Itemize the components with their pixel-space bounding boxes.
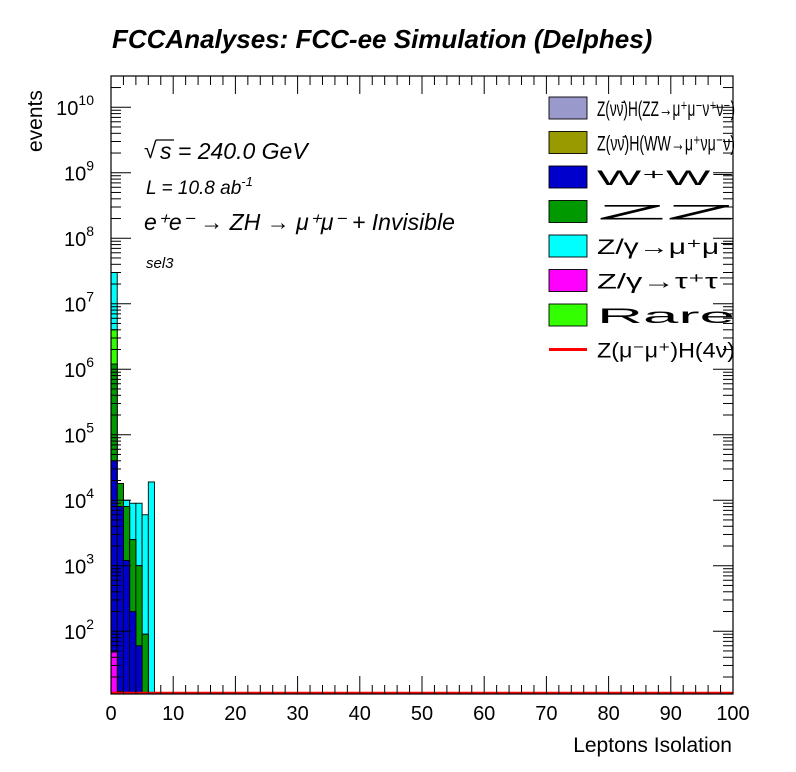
x-tick-label: 100 (716, 703, 749, 725)
y-tick-label: 1010 (56, 92, 94, 120)
bar-green-bin-5 (141, 633, 149, 695)
legend-label-rare: Rare (597, 305, 735, 328)
y-tick-base: 10 (64, 491, 86, 513)
legend-swatch-rare (548, 303, 588, 327)
legend-swatch-zh_zz (548, 96, 588, 120)
legend-swatch-ztautau (548, 269, 588, 292)
x-tick-label: 70 (535, 703, 557, 725)
y-tick-base: 10 (64, 295, 86, 317)
y-axis-label: events (24, 90, 47, 152)
y-tick-label: 105 (64, 420, 94, 448)
luminosity-label: L = 10.8 ab-1 (146, 174, 253, 199)
annotations: √ s = 240.0 GeV L = 10.8 ab-1 e⁺e⁻ → ZH … (144, 137, 455, 272)
x-tick-label: 50 (411, 703, 433, 725)
y-tick-label: 103 (64, 551, 94, 579)
y-tick-exponent: 5 (86, 420, 94, 436)
plot-frame (110, 75, 734, 695)
y-tick-exponent: 2 (86, 616, 94, 632)
y-tick-exponent: 7 (86, 289, 94, 305)
legend-swatch-zz (548, 200, 588, 223)
luminosity-unit-exponent: -1 (241, 174, 253, 189)
legend-label-zz: ZZ (597, 202, 736, 225)
y-tick-base: 10 (64, 426, 86, 448)
legend-label-ztautau: Z/γ→τ⁺τ⁻ (597, 271, 735, 294)
selection-label: sel3 (146, 255, 174, 272)
bar-blue-bin-2 (122, 560, 131, 695)
x-tick-label: 20 (224, 703, 246, 725)
legend-swatch-zh_ww (548, 131, 588, 154)
y-tick-base: 10 (64, 360, 86, 382)
y-tick-base: 10 (64, 164, 86, 186)
x-tick-label: 0 (105, 703, 116, 725)
y-tick-base: 10 (56, 98, 78, 120)
legend: Z(νν̄)H(ZZ→μ⁺μ⁻ν⁺ν⁻) Z(νν̄)H(WW→μ⁺νμ⁻ν) W⁺… (548, 96, 736, 363)
y-tick-base: 10 (64, 622, 86, 644)
x-tick-label: 40 (349, 703, 371, 725)
y-tick-exponent: 8 (86, 223, 94, 239)
y-tick-exponent: 6 (86, 354, 94, 370)
y-tick-exponent: 9 (86, 158, 94, 174)
y-tick-base: 10 (64, 229, 86, 251)
legend-swatch-ww (548, 165, 588, 189)
y-tick-label: 106 (64, 354, 94, 382)
y-tick-label: 108 (64, 223, 94, 251)
y-tick-label: 109 (64, 158, 94, 186)
x-tick-label: 10 (162, 703, 184, 725)
legend-label-signal: Z(μ⁻μ⁺)H(4ν) (597, 340, 735, 363)
legend-swatch-zmumu (548, 234, 588, 258)
y-tick-base: 10 (64, 557, 86, 579)
legend-label-zh_ww: Z(νν̄)H(WW→μ⁺νμ⁻ν) (597, 133, 735, 156)
legend-label-zmumu: Z/γ→μ⁺μ⁻ (597, 236, 735, 259)
y-tick-exponent: 10 (78, 92, 94, 108)
histogram-bars (110, 272, 733, 695)
process-label: e⁺e⁻ → ZH → μ⁺μ⁻ + Invisible (144, 209, 455, 235)
bar-magenta-bin-0 (110, 651, 118, 695)
bar-blue-bin-3 (129, 611, 137, 695)
x-axis-label: Leptons Isolation (573, 734, 732, 757)
sqrt-symbol: √ (144, 137, 157, 163)
energy-label: s = 240.0 GeV (160, 138, 310, 164)
x-tick-label: 80 (597, 703, 619, 725)
x-axis-ticks: 0 10 20 30 40 50 60 70 80 90 100 (105, 76, 750, 725)
y-tick-label: 107 (64, 289, 94, 317)
bar-blue-bin-4 (135, 645, 143, 695)
luminosity-value: L = 10.8 ab (146, 178, 241, 199)
y-tick-label: 102 (64, 616, 94, 644)
y-tick-exponent: 3 (86, 551, 94, 567)
x-tick-label: 90 (660, 703, 682, 725)
y-tick-label: 104 (64, 485, 94, 513)
bar-cyan-bin-6 (147, 481, 155, 695)
legend-label-ww: W⁺W⁻ (597, 167, 735, 190)
y-tick-exponent: 4 (86, 485, 94, 501)
chart-title: FCCAnalyses: FCC-ee Simulation (Delphes) (112, 24, 652, 54)
x-tick-label: 60 (473, 703, 495, 725)
x-tick-label: 30 (286, 703, 308, 725)
legend-label-zh_zz: Z(νν̄)H(ZZ→μ⁺μ⁻ν⁺ν⁻) (597, 98, 735, 121)
